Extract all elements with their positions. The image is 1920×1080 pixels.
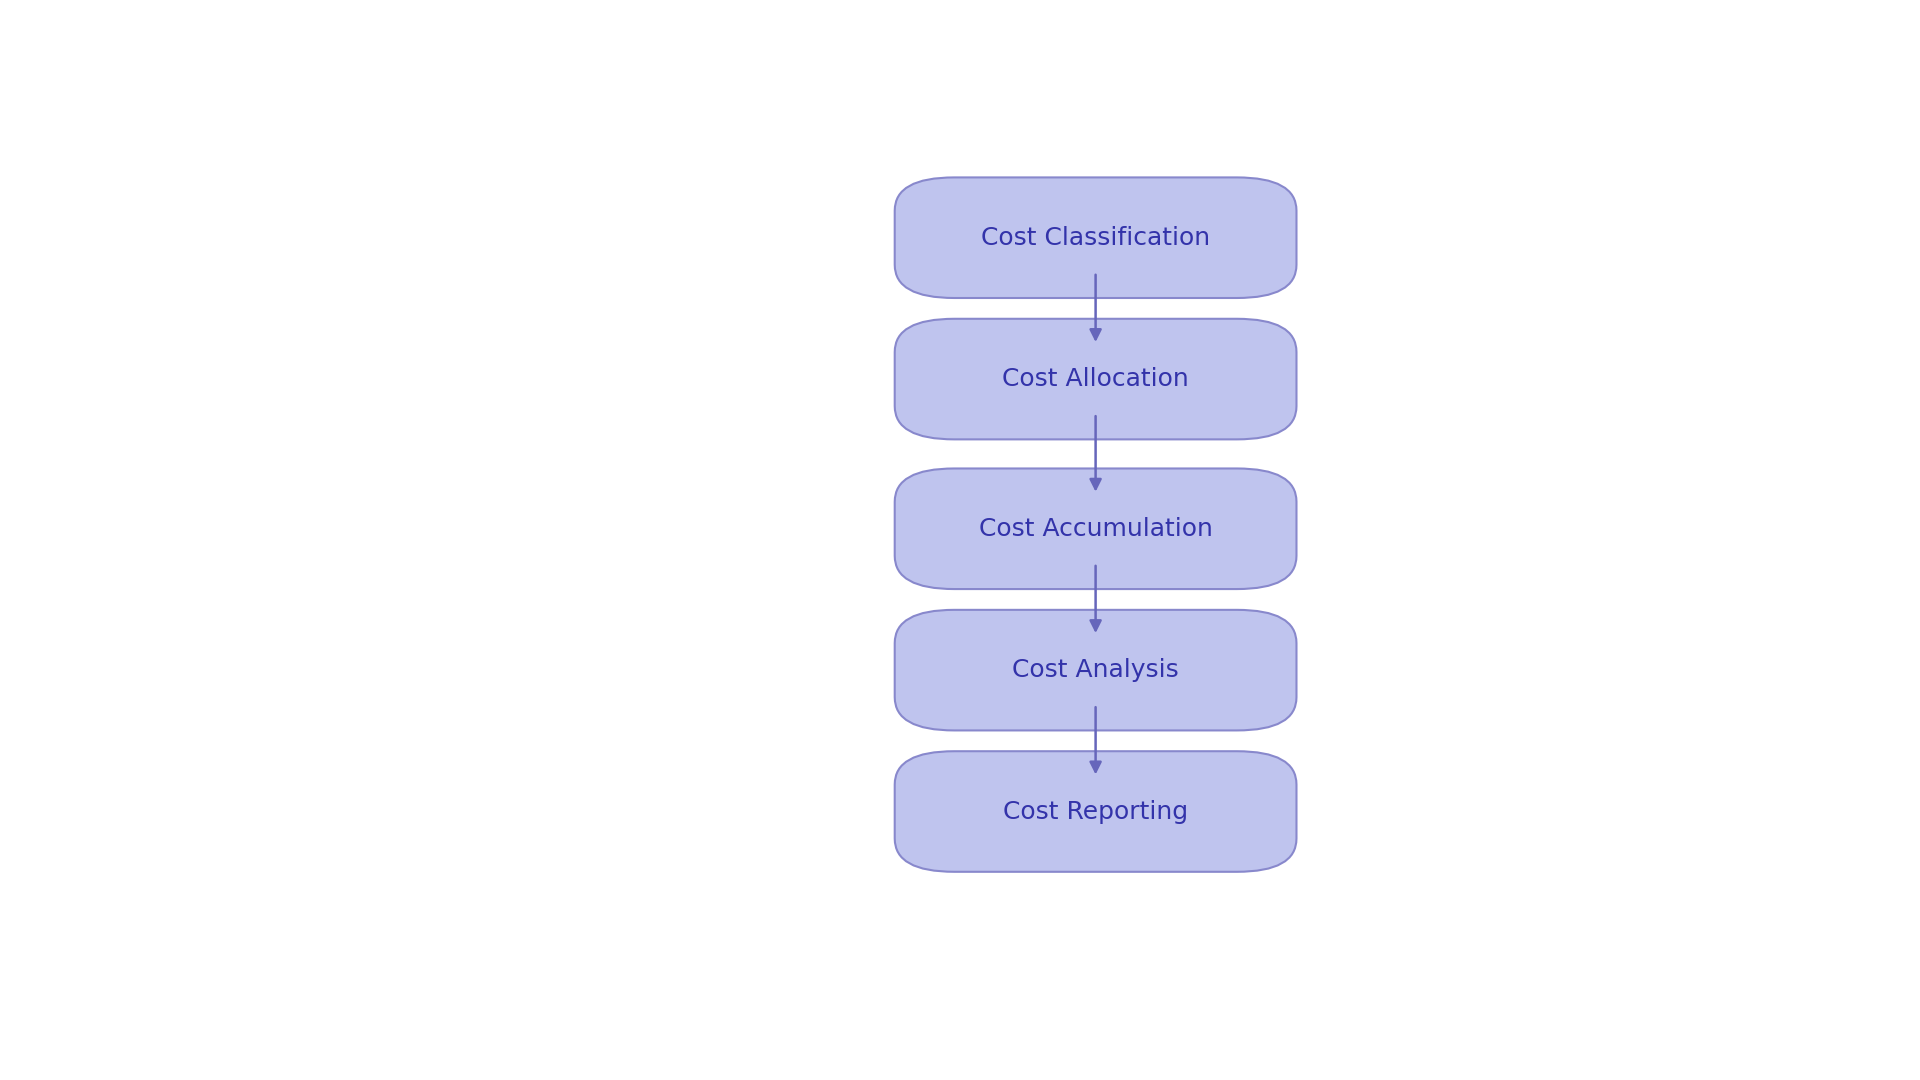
FancyBboxPatch shape bbox=[895, 752, 1296, 872]
FancyBboxPatch shape bbox=[895, 469, 1296, 589]
Text: Cost Analysis: Cost Analysis bbox=[1012, 658, 1179, 683]
FancyBboxPatch shape bbox=[895, 610, 1296, 730]
FancyBboxPatch shape bbox=[895, 177, 1296, 298]
Text: Cost Accumulation: Cost Accumulation bbox=[979, 516, 1213, 541]
FancyBboxPatch shape bbox=[895, 319, 1296, 440]
Text: Cost Allocation: Cost Allocation bbox=[1002, 367, 1188, 391]
Text: Cost Classification: Cost Classification bbox=[981, 226, 1210, 249]
Text: Cost Reporting: Cost Reporting bbox=[1002, 799, 1188, 824]
